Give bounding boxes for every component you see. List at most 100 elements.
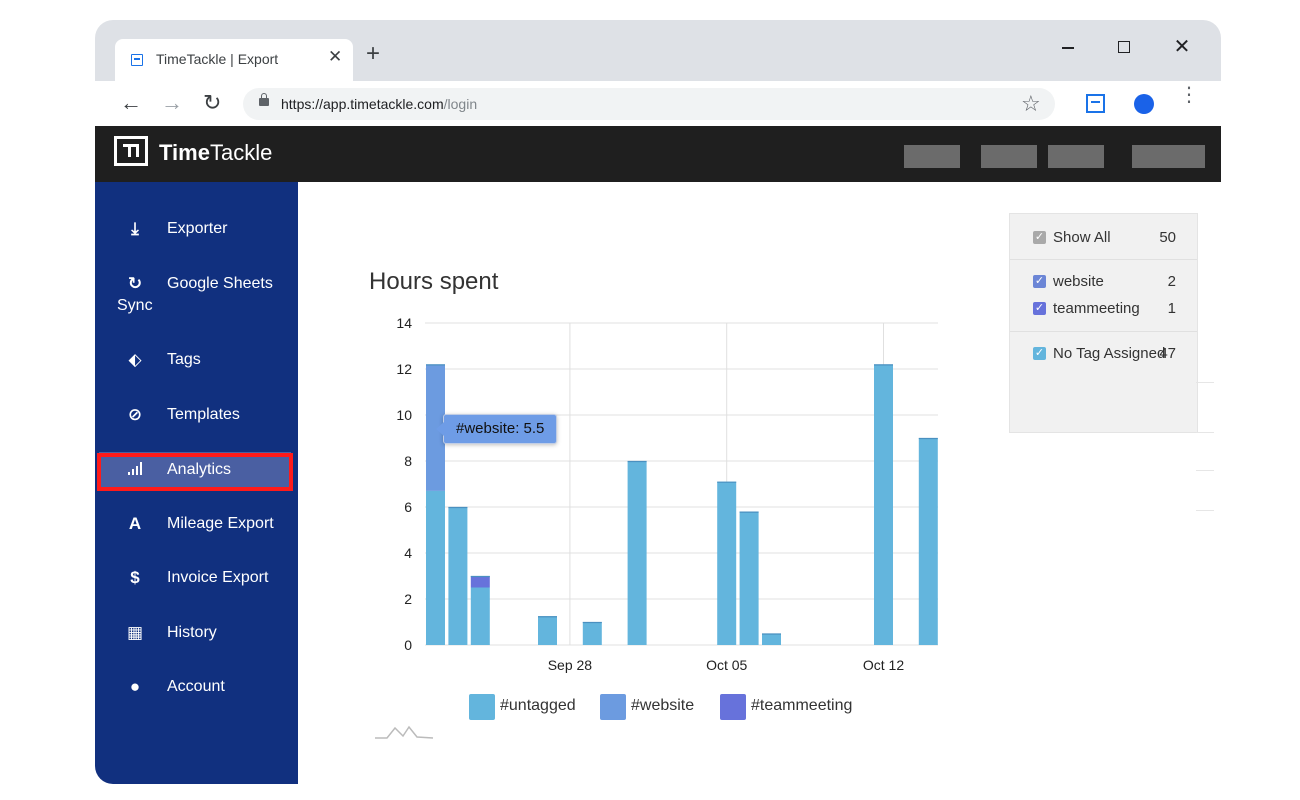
checkbox-checked-icon[interactable]: ✓ — [1033, 347, 1046, 360]
y-tick-label: 2 — [404, 591, 412, 607]
filter-divider — [1010, 259, 1197, 260]
bar-segment[interactable] — [762, 633, 781, 646]
sidebar-item-templates[interactable]: ⊘ Templates — [95, 396, 298, 436]
checkbox-checked-icon[interactable]: ✓ — [1033, 231, 1046, 244]
header-nav-item[interactable] — [1048, 145, 1104, 168]
x-tick-label: Sep 28 — [548, 657, 593, 673]
signal-bars-icon — [123, 460, 147, 481]
y-tick-label: 14 — [396, 315, 412, 331]
bookmark-star-icon[interactable]: ☆ — [1021, 91, 1041, 116]
lock-icon — [259, 93, 269, 106]
sidebar-item-analytics[interactable]: Analytics — [99, 452, 291, 490]
sidebar-item-label: Invoice Export — [167, 569, 269, 586]
filter-count: 1 — [1167, 300, 1176, 317]
bar-segment[interactable] — [426, 364, 445, 491]
bar-segment[interactable] — [448, 507, 468, 645]
app-header: TimeTackle — [95, 126, 1221, 182]
sidebar-item-mileage-export[interactable]: A Mileage Export — [95, 505, 298, 545]
sidebar-item-label: Tags — [167, 351, 201, 368]
legend-label: #untagged — [500, 697, 576, 714]
checkbox-checked-icon[interactable]: ✓ — [1033, 275, 1046, 288]
filter-count: 47 — [1159, 345, 1176, 362]
export-icon: ⤓ — [131, 219, 139, 238]
new-tab-button[interactable]: + — [366, 40, 381, 67]
y-tick-label: 6 — [404, 499, 412, 515]
divider — [1196, 470, 1214, 471]
filter-count: 2 — [1167, 273, 1176, 290]
sidebar-item-label: Exporter — [167, 220, 228, 237]
filter-label: website — [1053, 273, 1104, 290]
sidebar: ⤓ Exporter ↻ Google Sheets Sync ⬖ Tags ⊘… — [95, 182, 298, 784]
filter-teammeeting[interactable]: ✓ teammeeting 1 — [1010, 299, 1197, 321]
bar-segment[interactable] — [874, 364, 893, 645]
user-icon: ● — [129, 677, 141, 696]
chart-loading-sparkline-icon — [375, 725, 434, 739]
sidebar-item-google-sheets-sync[interactable]: ↻ Google Sheets Sync — [95, 265, 298, 317]
bar-segment[interactable] — [538, 616, 557, 645]
bar-segment[interactable] — [717, 481, 737, 645]
url-path: /login — [443, 96, 478, 112]
filter-no-tag-assigned[interactable]: ✓ No Tag Assigned 47 — [1010, 344, 1197, 366]
maximize-button[interactable] — [1113, 36, 1135, 58]
tab-title: TimeTackle | Export — [156, 51, 279, 67]
logo-bold: Time — [159, 140, 210, 165]
x-tick-label: Oct 05 — [706, 657, 747, 673]
browser-tab[interactable]: TimeTackle | Export ✕ — [115, 39, 353, 81]
profile-avatar[interactable] — [1134, 94, 1154, 114]
sidebar-item-history[interactable]: ▦ History — [95, 614, 298, 654]
filter-show-all[interactable]: ✓ Show All 50 — [1010, 228, 1197, 250]
tags-icon: ⬖ — [128, 350, 142, 369]
filter-label: No Tag Assigned — [1053, 345, 1166, 362]
reload-button[interactable]: ↻ — [203, 90, 222, 115]
filter-divider — [1010, 331, 1197, 332]
road-icon: A — [128, 514, 142, 533]
timetackle-extension-icon[interactable] — [1086, 94, 1105, 113]
sidebar-item-label: Account — [167, 678, 225, 695]
address-bar[interactable]: https://app.timetackle.com/login ☆ — [243, 88, 1055, 120]
filter-count: 50 — [1159, 229, 1176, 246]
bar-segment[interactable] — [582, 622, 602, 645]
timetackle-logo-icon — [114, 136, 148, 166]
filter-website[interactable]: ✓ website 2 — [1010, 272, 1197, 294]
browser-toolbar: ← → ↻ https://app.timetackle.com/login ☆… — [95, 81, 1221, 126]
logo-light: Tackle — [209, 140, 273, 165]
header-nav-item[interactable] — [1132, 145, 1205, 168]
y-tick-label: 8 — [404, 453, 412, 469]
chart-title: Hours spent — [369, 268, 499, 295]
dollar-icon: $ — [130, 568, 140, 587]
bar-segment[interactable] — [470, 587, 490, 646]
paperclip-icon: ⊘ — [127, 405, 143, 424]
header-nav-item[interactable] — [981, 145, 1037, 168]
legend-swatch — [600, 694, 626, 720]
tab-close-icon[interactable]: ✕ — [328, 47, 343, 66]
checkbox-checked-icon[interactable]: ✓ — [1033, 302, 1046, 315]
legend-swatch — [720, 694, 746, 720]
divider — [1196, 382, 1214, 383]
timetackle-favicon-icon — [131, 54, 143, 66]
y-tick-label: 4 — [404, 545, 412, 561]
sidebar-item-exporter[interactable]: ⤓ Exporter — [95, 210, 298, 250]
bar-segment[interactable] — [918, 438, 938, 645]
film-icon: ▦ — [126, 623, 144, 642]
sidebar-item-account[interactable]: ● Account — [95, 668, 298, 708]
legend-label: #website — [631, 697, 695, 714]
divider — [1196, 432, 1214, 433]
bar-segment[interactable] — [739, 511, 759, 645]
back-button[interactable]: ← — [120, 90, 142, 115]
sidebar-item-tags[interactable]: ⬖ Tags — [95, 341, 298, 381]
divider — [1196, 510, 1214, 511]
forward-button[interactable]: → — [161, 90, 183, 115]
sidebar-item-invoice-export[interactable]: $ Invoice Export — [95, 559, 298, 599]
bar-segment[interactable] — [426, 490, 445, 645]
filter-label: teammeeting — [1053, 300, 1140, 317]
minimize-button[interactable] — [1057, 36, 1079, 58]
browser-window: TimeTackle | Export ✕ + ✕ ← → ↻ https://… — [95, 20, 1221, 784]
bar-segment[interactable] — [627, 461, 647, 645]
legend-label: #teammeeting — [751, 697, 853, 714]
sidebar-item-label: Analytics — [167, 461, 232, 478]
hours-bar-chart: 0 2 4 6 8 10 12 14 Sep 28 Oct 05 Oct 12 — [396, 315, 938, 673]
header-nav-item[interactable] — [904, 145, 960, 168]
url-text[interactable]: https://app.timetackle.com/login — [281, 96, 477, 112]
close-window-button[interactable]: ✕ — [1173, 36, 1191, 58]
bar-segment[interactable] — [470, 576, 490, 588]
